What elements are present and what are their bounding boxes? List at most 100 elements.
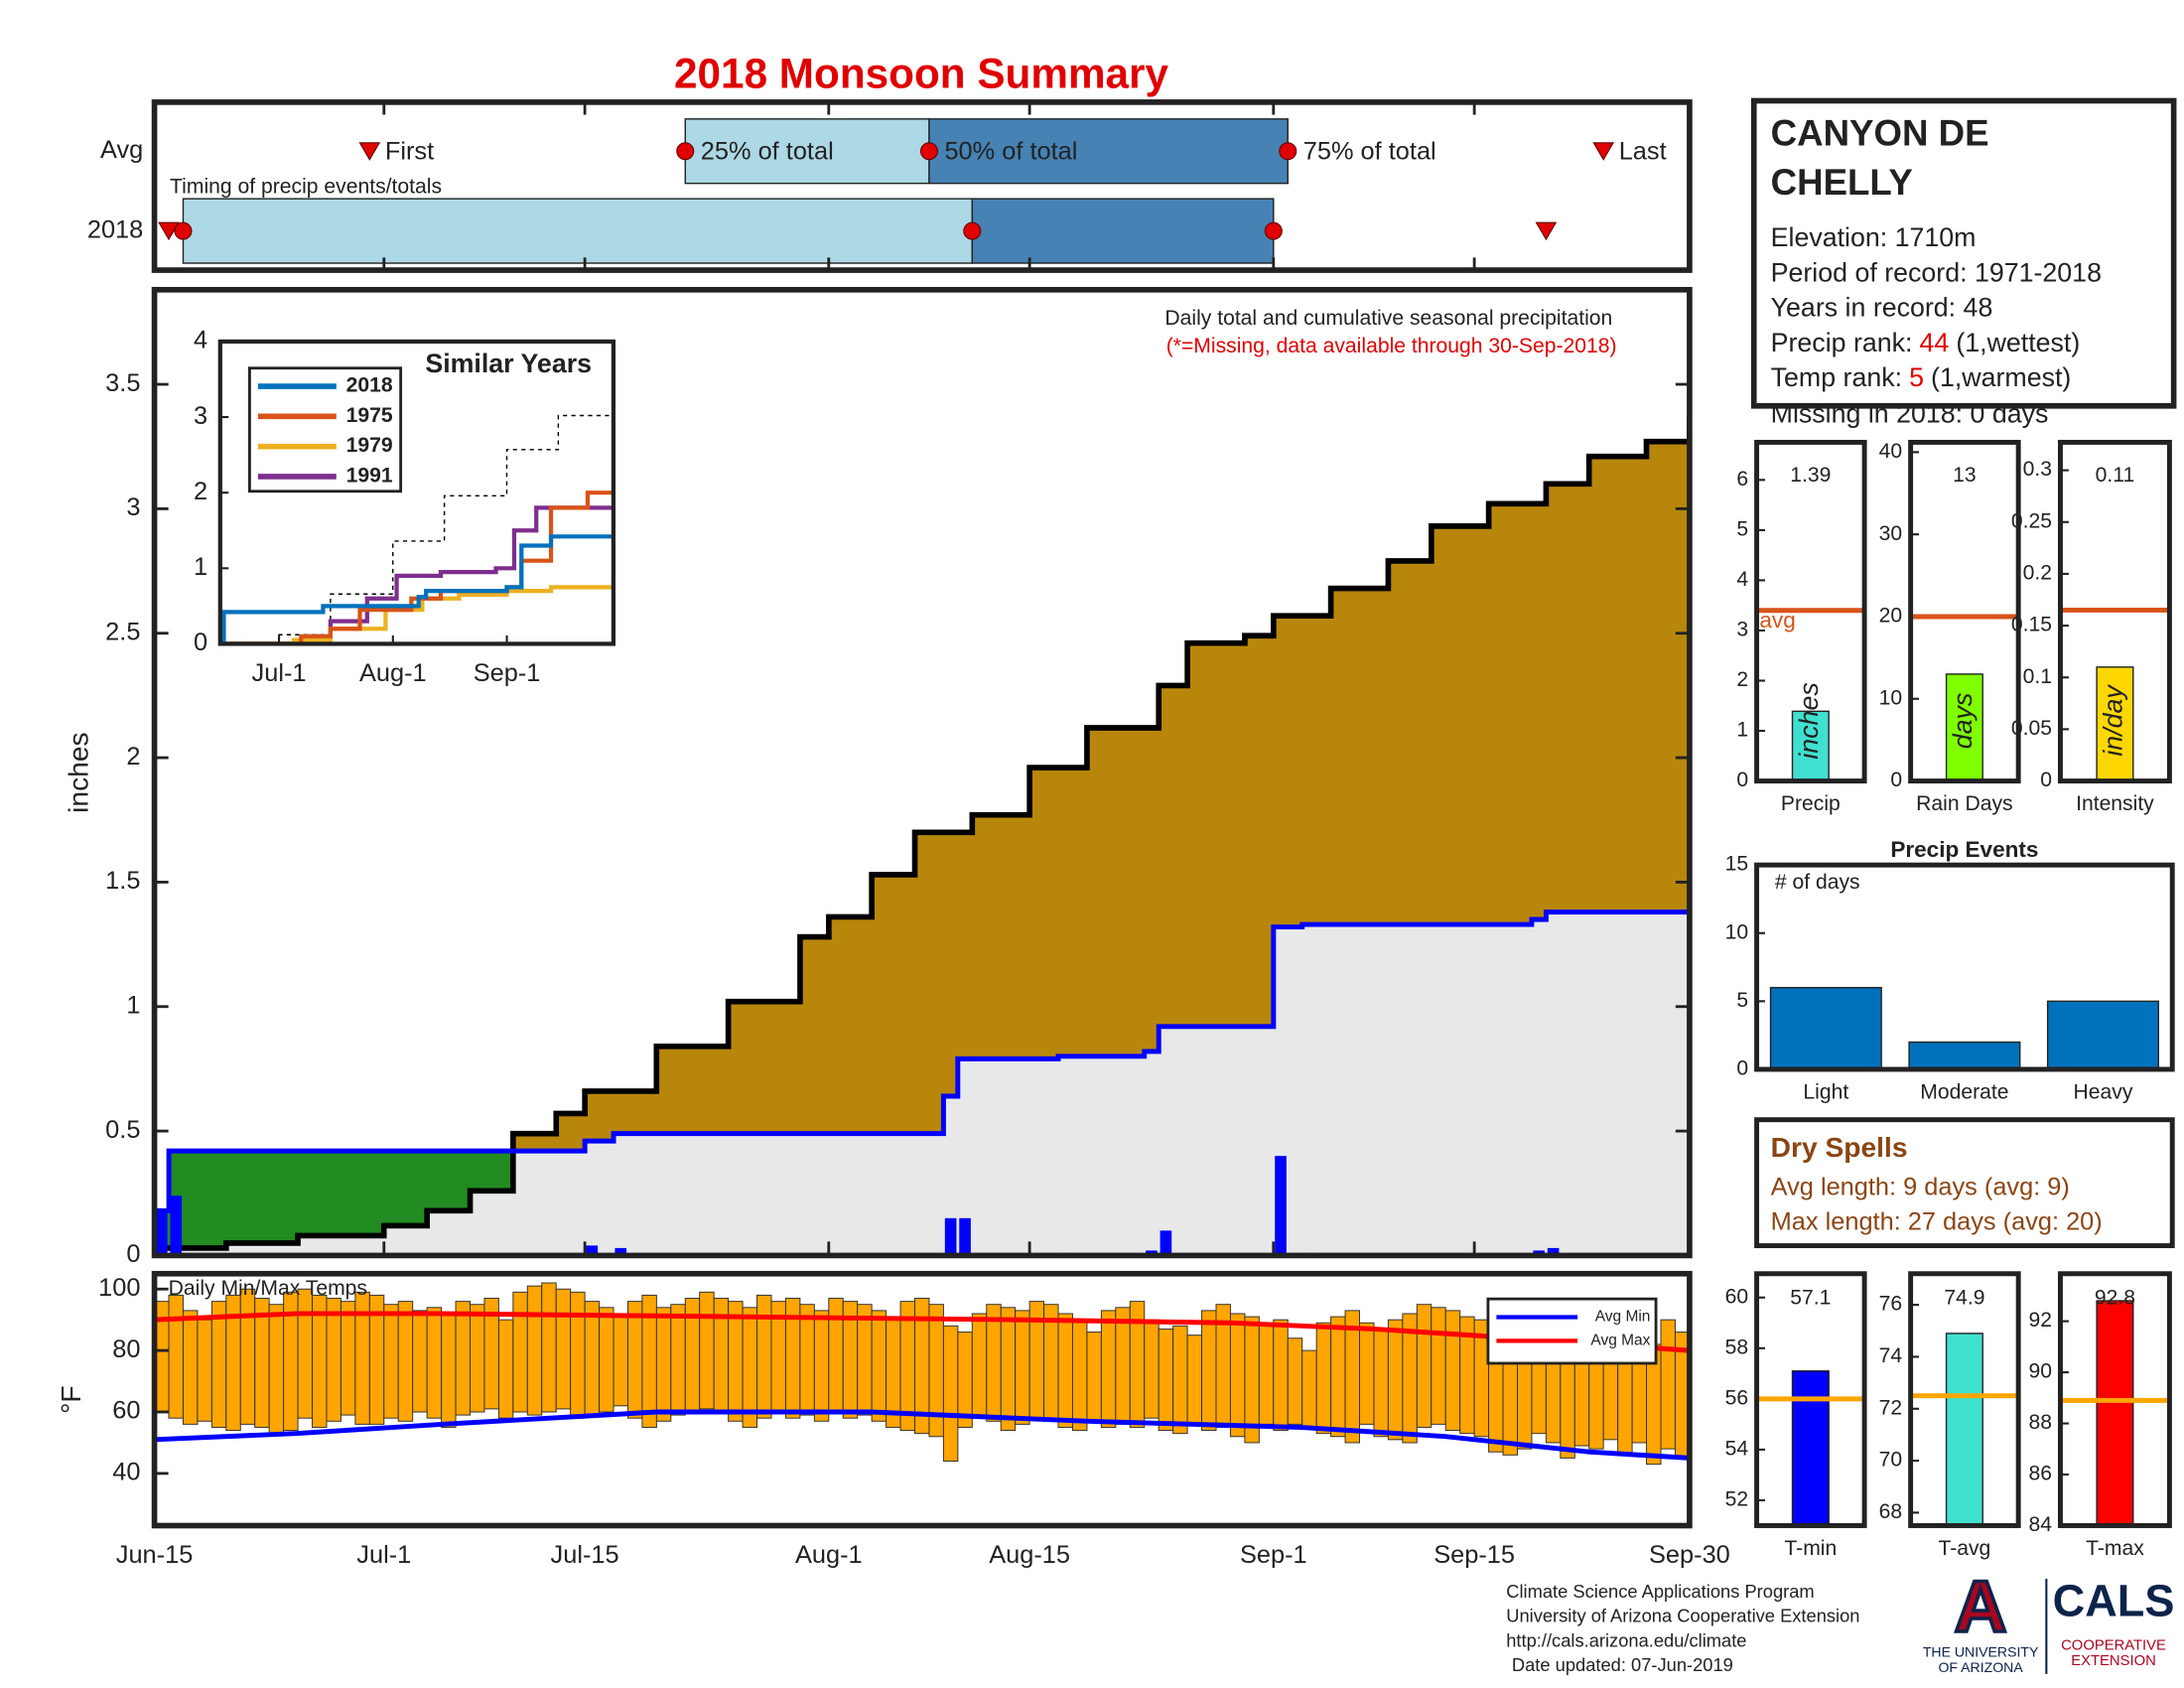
y-tick-label: 2 [1736, 668, 1748, 691]
dry-spells-line: Max length: 27 days (avg: 20) [1771, 1208, 2103, 1236]
temp-range-bar [756, 1294, 772, 1419]
y-tick-label: 4 [194, 327, 207, 354]
bar [2096, 666, 2134, 782]
legend-label: Avg Max [1590, 1333, 1650, 1349]
temp-range-bar [1258, 1322, 1275, 1425]
inset-title: Similar Years [425, 349, 592, 378]
y-tick-label: 0 [1890, 769, 1902, 791]
category-label: T-avg [1938, 1537, 1990, 1560]
x-tick-label: Moderate [1920, 1080, 2008, 1103]
y-tick-label: 0 [126, 1240, 140, 1268]
temp-range-bar [168, 1294, 184, 1419]
legend-label: 2018 [346, 374, 393, 397]
daily-bar [155, 1210, 168, 1256]
temp-range-bar [742, 1307, 758, 1428]
similar-year-line [219, 382, 614, 644]
frame [1754, 862, 2175, 1072]
daily-bar [170, 1196, 183, 1256]
temp-range-bar [584, 1301, 601, 1416]
rank-label: Temp rank: [1771, 362, 1902, 392]
y-tick-label: 56 [1725, 1386, 1748, 1409]
bar [1791, 710, 1830, 782]
temp-range-bar [1086, 1332, 1102, 1422]
y-tick-label: 0 [1736, 769, 1748, 791]
temp-range-bar [1115, 1307, 1131, 1425]
temp-range-bar [541, 1282, 557, 1413]
similar-year-line [219, 534, 614, 644]
frame [1754, 439, 1867, 784]
y-tick-label: 70 [1879, 1449, 1903, 1472]
y-tick-label: 30 [1879, 522, 1903, 545]
y-tick-label: 0.5 [105, 1116, 140, 1144]
rank-value: 5 [1909, 362, 1924, 392]
unit-label: days [1948, 693, 1978, 750]
temp-range-bar [1100, 1310, 1117, 1428]
temp-range-bar [1315, 1322, 1332, 1435]
category-label: T-min [1784, 1537, 1837, 1560]
avg-temp-line [154, 1409, 1690, 1461]
temp-range-bar [871, 1310, 887, 1422]
legend-label: 1979 [346, 434, 393, 457]
temp-range-bar [1431, 1307, 1446, 1425]
x-tick-label: Aug-15 [989, 1541, 1070, 1569]
daily-bar [959, 1217, 971, 1256]
average-line [154, 416, 1690, 1251]
annotation: # of days [1775, 871, 1860, 894]
daily-bar [944, 1217, 957, 1256]
legend-label: 1975 [346, 404, 393, 427]
y-tick-label: 3 [194, 402, 207, 430]
legend-label: 1991 [346, 465, 393, 488]
temp-range-bar [512, 1291, 528, 1413]
temp-range-bar [1444, 1310, 1461, 1432]
frame [151, 1270, 1693, 1529]
temp-range-bar [1186, 1335, 1203, 1425]
temp-range-bar [470, 1304, 485, 1413]
temp-range-bar [397, 1301, 414, 1422]
event-marker [1592, 142, 1615, 161]
legend-label: Avg Min [1595, 1309, 1651, 1326]
y-tick-label: 2 [194, 478, 207, 505]
frame [151, 286, 1693, 1259]
temp-range-bar [599, 1307, 614, 1413]
cals-sub: COOPERATIVE [2061, 1638, 2166, 1654]
event-marker [158, 221, 180, 241]
bar [2096, 1300, 2134, 1527]
y-tick-label: 2.5 [105, 618, 140, 645]
y-tick-label: 5 [1736, 989, 1748, 1012]
bar [1908, 1041, 2021, 1070]
frame [217, 339, 616, 646]
temp-range-bar [957, 1332, 973, 1428]
y-tick-label: 1 [1736, 719, 1748, 742]
temp-range-bar [699, 1291, 715, 1410]
temp-range-bar [1387, 1319, 1404, 1441]
temp-range-bar [441, 1313, 457, 1428]
value-label: 92.8 [2095, 1287, 2135, 1310]
temp-range-bar [455, 1301, 471, 1416]
x-tick-label: Aug-1 [795, 1541, 863, 1569]
event-marker [1535, 221, 1558, 241]
row-label: 2018 [87, 215, 143, 243]
frame [1750, 97, 2177, 409]
chart-title: 2018 Monsoon Summary [674, 51, 1168, 97]
rank-value: 44 [1920, 328, 1950, 357]
y-tick-label: 92 [2028, 1309, 2051, 1332]
quartile-box [684, 118, 930, 185]
quartile-marker [1279, 142, 1297, 161]
station-line: Years in record: 48 [1771, 293, 1993, 323]
bar [2046, 1000, 2159, 1070]
x-tick-label: Sep-1 [1240, 1541, 1307, 1569]
footer-line: http://cals.arizona.edu/climate [1506, 1629, 1746, 1650]
temp-range-bar [210, 1301, 227, 1428]
quartile-marker [676, 142, 695, 161]
ua-logo-mark: A [1955, 1566, 2007, 1647]
x-tick-label: Aug-1 [359, 659, 427, 687]
x-tick-label: Jun-15 [116, 1541, 194, 1569]
similar-year-line [219, 491, 614, 644]
temp-range-bar [1229, 1313, 1246, 1438]
temp-range-bar [239, 1288, 256, 1425]
temp-range-bar [1071, 1319, 1088, 1432]
station-rank: Precip rank: 44 (1,wettest) [1771, 328, 2081, 357]
temp-range-bar [1330, 1316, 1346, 1438]
temp-range-bar [570, 1291, 586, 1419]
